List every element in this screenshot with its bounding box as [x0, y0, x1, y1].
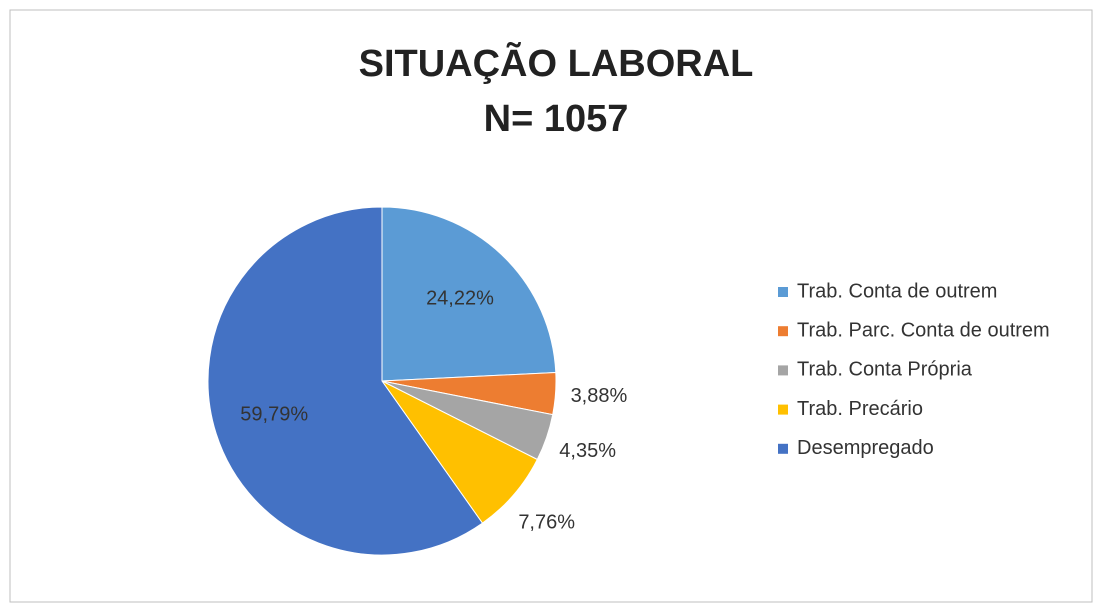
legend-swatch [778, 404, 788, 415]
data-label: 24,22% [426, 287, 494, 309]
legend-label: Trab. Parc. Conta de outrem [797, 319, 1050, 341]
data-label: 4,35% [559, 440, 616, 462]
legend-swatch [778, 287, 788, 297]
legend-label: Trab. Precário [797, 398, 923, 420]
pie-slice [207, 206, 484, 556]
chart-title: SITUAÇÃO LABORAL [359, 41, 754, 85]
data-label: 3,88% [571, 385, 628, 407]
data-label: 59,79% [240, 404, 308, 426]
legend-swatch [778, 326, 788, 337]
pie-slice [381, 206, 557, 382]
chart-subtitle: N= 1057 [484, 98, 629, 140]
legend-label: Desempregado [797, 437, 934, 459]
data-label: 7,76% [518, 511, 575, 533]
chart-frame [9, 9, 1093, 603]
legend-swatch [778, 443, 788, 454]
legend-swatch [778, 365, 788, 376]
legend-label: Trab. Conta Própria [797, 359, 973, 381]
legend-label: Trab. Conta de outrem [797, 280, 997, 302]
